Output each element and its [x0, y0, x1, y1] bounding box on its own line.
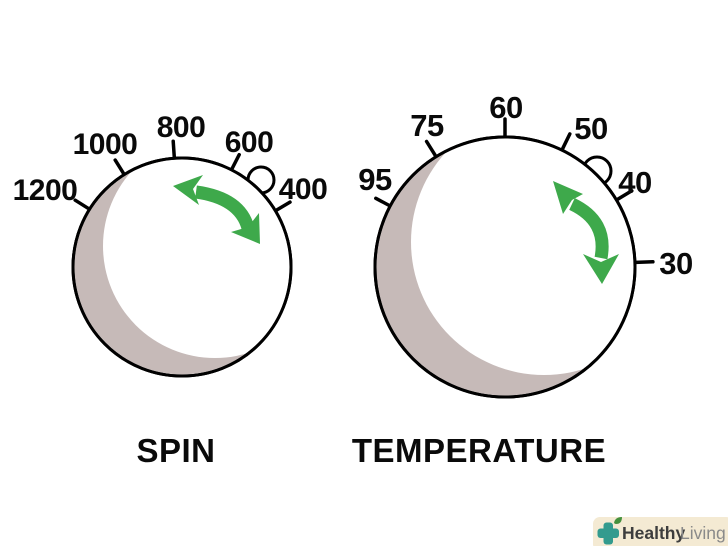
temperature-dial-title: TEMPERATURE [352, 432, 606, 469]
temperature-dial: 95 75 60 50 40 30 TEMPERATURE [352, 90, 693, 469]
watermark-brand-primary: Healthy [622, 523, 685, 543]
brand-watermark: Healthy Living [593, 517, 728, 546]
temperature-tick [615, 189, 634, 202]
spin-tick-label: 1000 [73, 128, 138, 161]
temperature-dial-shading [376, 138, 634, 396]
spin-dial-rim [71, 156, 293, 378]
temperature-tick-label: 60 [489, 90, 522, 125]
health-cross-icon [597, 517, 622, 545]
temperature-tick [560, 132, 572, 151]
temperature-tick-label: 95 [358, 162, 392, 197]
spin-tick-label: 600 [225, 126, 274, 159]
spin-dial: 1200 1000 800 600 400 SPIN [13, 111, 328, 469]
temperature-tick-label: 75 [410, 108, 444, 143]
temperature-tick [424, 139, 438, 158]
temperature-dial-ticks [374, 117, 655, 265]
spin-tick [113, 158, 126, 176]
spin-tick [274, 200, 292, 213]
spin-tick [73, 198, 91, 211]
spin-rotate-arrow-icon [173, 175, 260, 244]
temperature-rotate-arrow-icon [553, 181, 619, 284]
spin-tick [230, 152, 241, 171]
temperature-tick-label: 30 [659, 246, 692, 281]
temperature-tick [374, 196, 392, 208]
temperature-tick [634, 260, 655, 265]
watermark-brand-secondary: Living [680, 523, 726, 543]
temperature-tick-label: 50 [574, 111, 607, 146]
spin-tick-label: 1200 [13, 174, 78, 207]
spin-tick-label: 800 [157, 111, 206, 144]
leaf-icon [614, 517, 622, 524]
spin-tick [171, 139, 177, 160]
spin-dial-ticks [73, 139, 292, 213]
spin-dial-title: SPIN [136, 432, 215, 469]
watermark-background [593, 517, 728, 546]
spin-tick-label: 400 [279, 173, 328, 206]
temperature-tick-label: 40 [618, 165, 651, 200]
